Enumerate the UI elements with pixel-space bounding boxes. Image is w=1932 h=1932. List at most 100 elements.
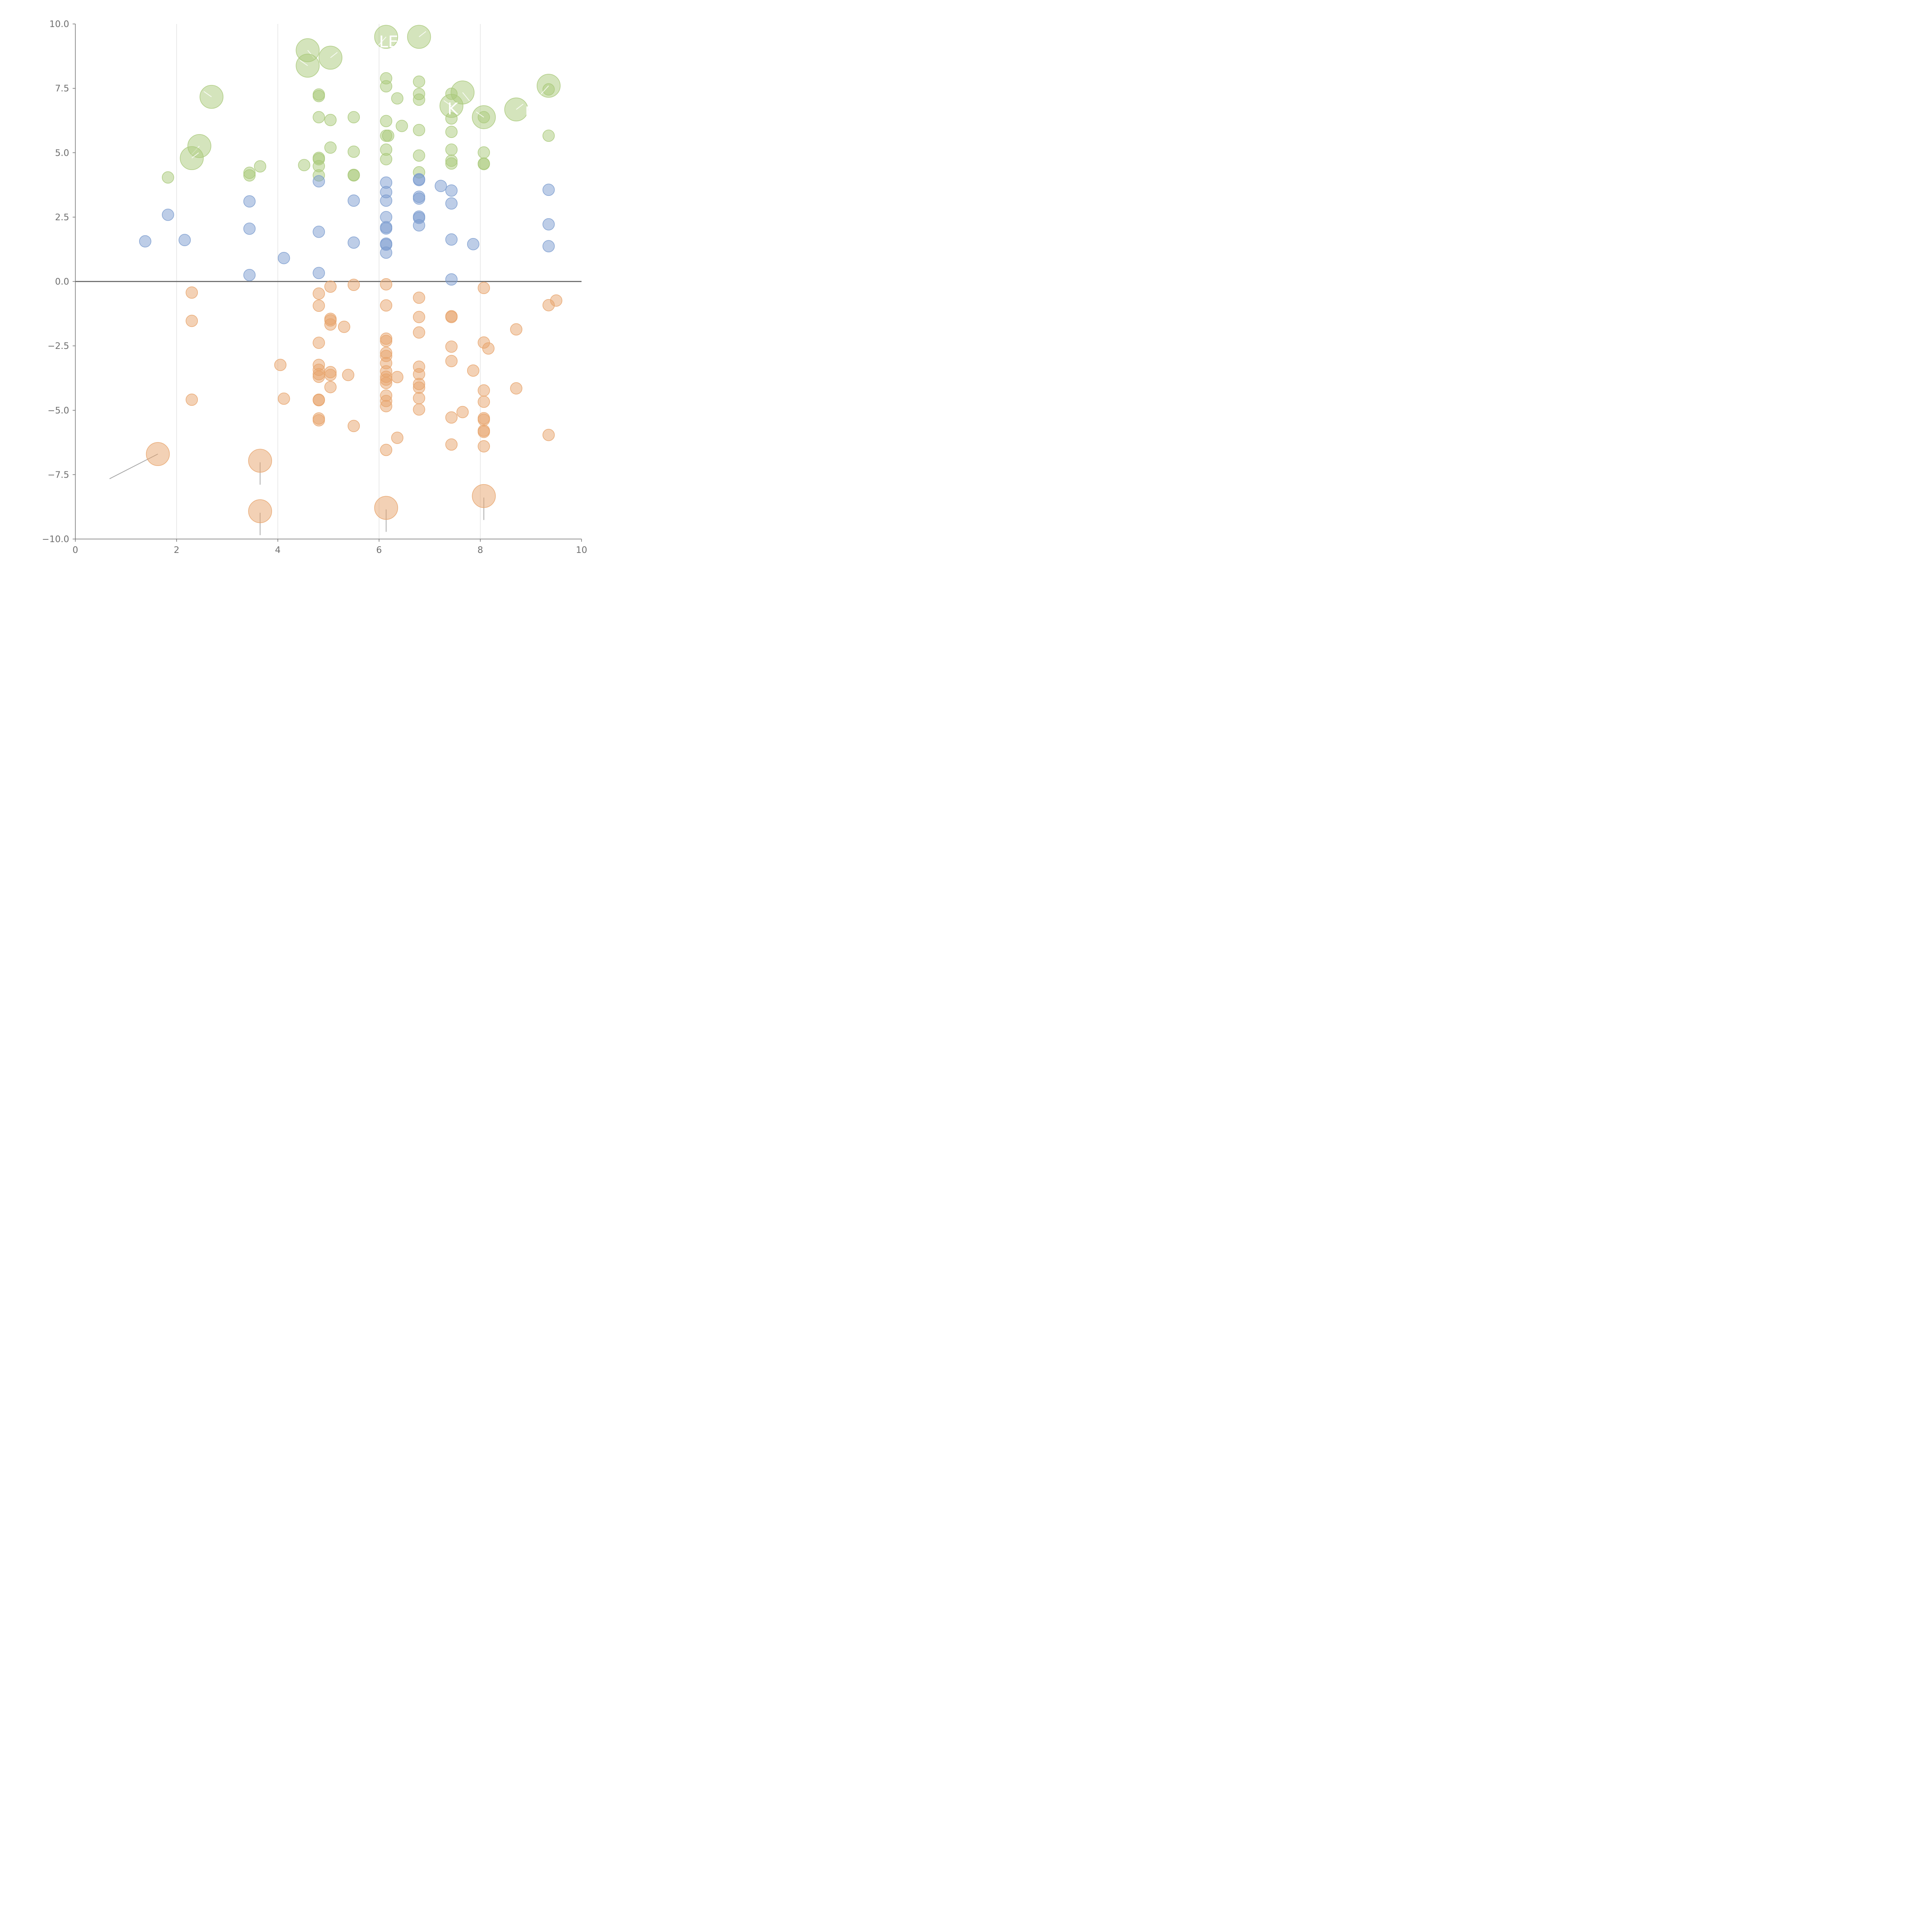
bubble bbox=[380, 444, 393, 456]
leader-line bbox=[443, 100, 452, 106]
y-tick-label: −2.5 bbox=[48, 341, 69, 351]
bubble bbox=[391, 92, 403, 105]
bubble bbox=[478, 440, 490, 452]
y-tick-label: 0.0 bbox=[55, 277, 69, 287]
bubble bbox=[413, 392, 425, 405]
bubble bbox=[413, 219, 425, 232]
bubble bbox=[435, 180, 447, 192]
bubble bbox=[413, 311, 425, 323]
annotations: LE K F bbox=[379, 32, 534, 122]
bubble bbox=[338, 321, 350, 333]
bubble bbox=[478, 413, 490, 426]
bubble bbox=[456, 406, 469, 418]
bubble bbox=[243, 195, 256, 208]
y-tick-label: 10.0 bbox=[49, 19, 69, 29]
y-tick-label: −5.0 bbox=[48, 406, 69, 416]
bubble bbox=[445, 355, 458, 367]
x-tick-label: 2 bbox=[174, 545, 180, 555]
bubble bbox=[277, 252, 290, 264]
bubble bbox=[413, 174, 425, 186]
bubble bbox=[413, 403, 425, 416]
bubble bbox=[543, 184, 555, 196]
bubble bbox=[380, 115, 393, 128]
bubble bbox=[467, 238, 480, 250]
x-tick-label: 0 bbox=[73, 545, 78, 555]
bubble bbox=[380, 335, 393, 347]
bubble bbox=[478, 282, 490, 294]
bubble bbox=[313, 337, 325, 349]
bubble bbox=[347, 194, 360, 207]
bubble bbox=[243, 269, 256, 281]
bubble bbox=[185, 315, 198, 327]
bubble bbox=[185, 393, 198, 406]
bubble bbox=[413, 124, 425, 136]
bubble bbox=[445, 411, 458, 424]
bubble bbox=[467, 364, 480, 377]
bubble bbox=[324, 114, 337, 126]
annotation-label: K bbox=[447, 99, 459, 118]
bubble bbox=[445, 233, 458, 246]
bubble bbox=[382, 129, 395, 142]
bubble bbox=[543, 129, 555, 142]
x-tick-label: 8 bbox=[478, 545, 483, 555]
leader-line bbox=[541, 85, 549, 95]
bubble bbox=[274, 359, 287, 371]
y-tick-label: −10.0 bbox=[42, 534, 69, 544]
large-bubble bbox=[374, 496, 398, 520]
bubble bbox=[162, 171, 174, 184]
bubble bbox=[324, 369, 337, 381]
leader-line bbox=[418, 31, 427, 37]
bubble bbox=[510, 323, 522, 336]
large-bubble bbox=[146, 442, 170, 466]
bubble bbox=[347, 279, 360, 291]
bubble bbox=[445, 273, 458, 286]
bubble bbox=[380, 247, 393, 259]
bubble bbox=[313, 414, 325, 427]
x-tick-label: 6 bbox=[376, 545, 382, 555]
bubble bbox=[445, 311, 458, 323]
bubble bbox=[342, 369, 354, 381]
bubble bbox=[478, 425, 490, 438]
bubble bbox=[313, 267, 325, 279]
bubble bbox=[482, 342, 495, 355]
bubble bbox=[413, 75, 425, 88]
bubble bbox=[179, 234, 191, 246]
leader-line bbox=[378, 36, 387, 46]
bubble bbox=[380, 278, 393, 291]
bubble bbox=[510, 382, 522, 395]
bubble bbox=[162, 209, 174, 221]
x-tick-label: 10 bbox=[576, 545, 587, 555]
large-bubble bbox=[248, 449, 272, 473]
leader-line bbox=[203, 91, 212, 97]
annotation-label: F bbox=[525, 103, 534, 122]
leader-line bbox=[191, 152, 199, 159]
y-tick-label: 7.5 bbox=[55, 84, 69, 94]
bubble bbox=[445, 197, 458, 210]
large-bubble bbox=[472, 484, 496, 508]
bubble bbox=[347, 111, 360, 124]
bubble bbox=[298, 159, 310, 172]
bubble bbox=[347, 236, 360, 249]
bubble bbox=[243, 169, 256, 182]
bubble bbox=[543, 429, 555, 441]
bubble bbox=[313, 111, 325, 124]
bubble bbox=[254, 160, 266, 173]
bubble bbox=[324, 281, 337, 293]
bubble bbox=[445, 184, 458, 197]
tick-labels: 0 2 4 6 8 10 10.0 7.5 5.0 2.5 0.0 −2.5 −5.0 −7.5 −10.0 bbox=[42, 19, 587, 555]
bubble bbox=[413, 291, 425, 304]
bubble bbox=[139, 235, 151, 248]
bubble bbox=[445, 340, 458, 353]
bubble bbox=[413, 381, 425, 394]
bubble bbox=[478, 384, 490, 397]
bubble bbox=[380, 299, 393, 312]
bubble bbox=[543, 218, 555, 231]
large-bubble bbox=[248, 499, 272, 523]
bubble bbox=[347, 169, 360, 182]
bubble bbox=[478, 395, 490, 408]
bubble bbox=[413, 326, 425, 339]
annotation-label: LE bbox=[379, 32, 398, 51]
bubble bbox=[396, 120, 408, 132]
bubble bbox=[478, 158, 490, 170]
bubble bbox=[324, 318, 337, 331]
